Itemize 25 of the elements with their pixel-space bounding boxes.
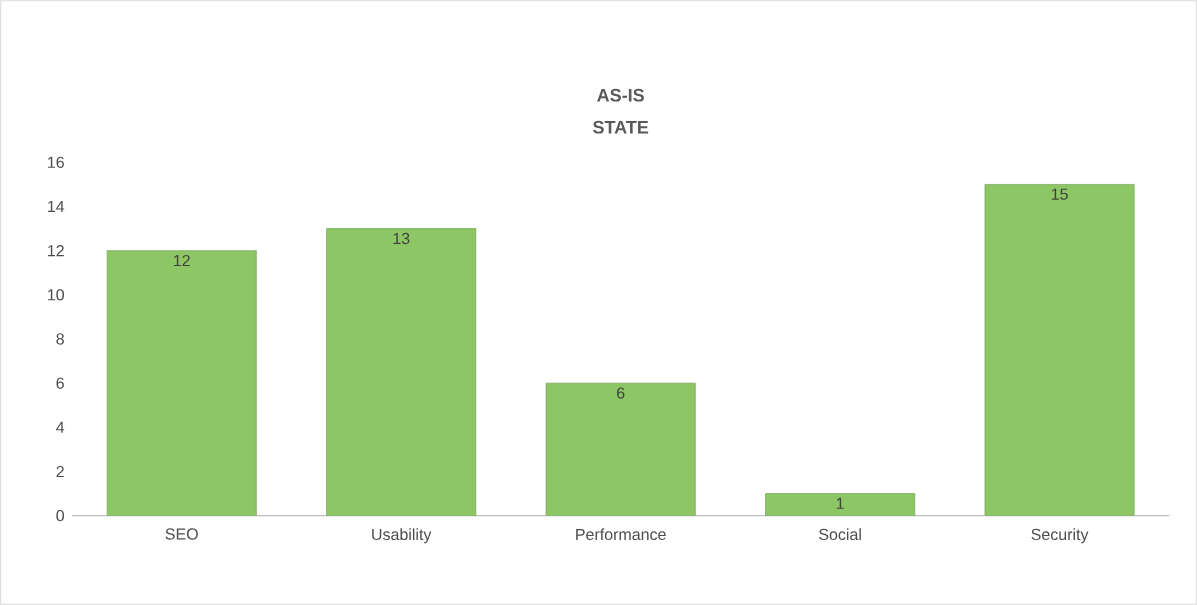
x-tick-label: Security (1031, 528, 1089, 544)
bar (765, 493, 916, 516)
x-tick-label: SEO (165, 528, 198, 540)
y-tick-label: 6 (56, 377, 64, 389)
y-tick-label: 8 (56, 333, 64, 345)
bar (545, 382, 696, 516)
y-tick-label: 4 (56, 421, 65, 433)
data-label: 1 (836, 497, 844, 509)
chart-title: AS-IS STATE (593, 88, 649, 134)
data-label: 13 (393, 232, 410, 245)
y-tick-label: 12 (48, 245, 64, 257)
y-tick-label: 14 (48, 200, 65, 212)
bar (106, 250, 257, 516)
y-tick-label: 2 (56, 465, 64, 478)
y-tick-label: 0 (56, 509, 65, 522)
x-tick-label: Social (819, 528, 861, 541)
x-tick-label: Performance (576, 528, 666, 541)
bar (984, 184, 1135, 516)
y-tick-label: 16 (48, 156, 64, 168)
data-label: 15 (1051, 188, 1068, 200)
data-label: 12 (174, 254, 190, 267)
x-tick-label: Usability (372, 528, 432, 544)
data-label: 6 (617, 387, 625, 399)
y-tick-label: 10 (48, 289, 65, 301)
bar (326, 228, 477, 516)
